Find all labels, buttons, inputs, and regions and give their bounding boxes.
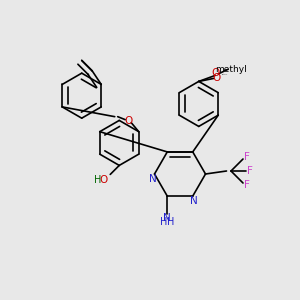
Text: F: F — [244, 180, 250, 190]
Text: N: N — [149, 173, 157, 184]
Text: H: H — [160, 217, 167, 227]
Text: N: N — [164, 213, 171, 223]
Text: H: H — [94, 176, 101, 185]
Text: methyl: methyl — [215, 65, 247, 74]
Text: F: F — [247, 166, 253, 176]
Text: O: O — [124, 116, 132, 126]
Text: O: O — [212, 68, 220, 78]
Text: N: N — [190, 196, 198, 206]
Text: O: O — [100, 176, 108, 185]
Text: F: F — [244, 152, 250, 162]
Text: methoxy: methoxy — [222, 73, 228, 74]
Text: O: O — [213, 74, 221, 83]
Text: H: H — [167, 217, 175, 227]
